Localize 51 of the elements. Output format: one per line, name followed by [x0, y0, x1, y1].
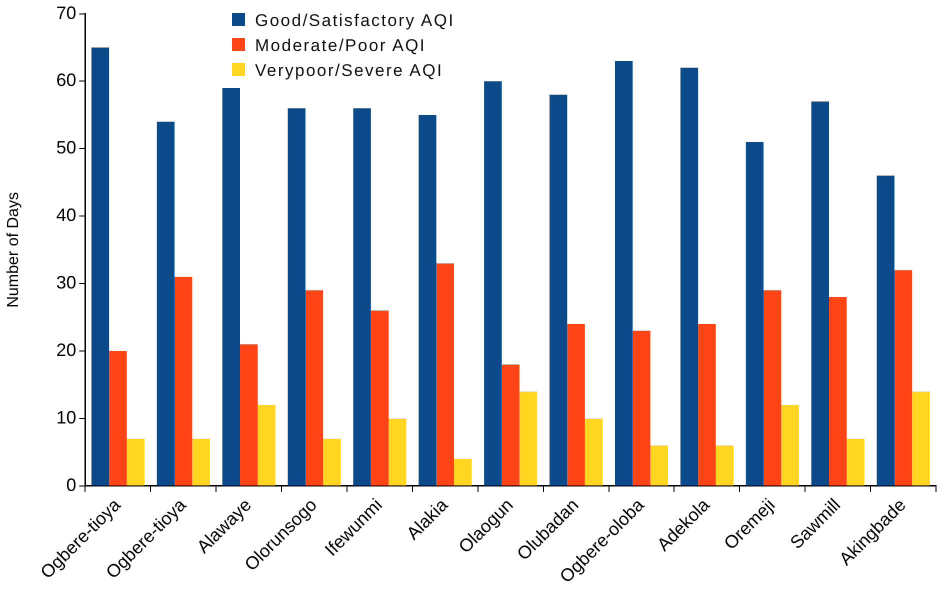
bar [519, 391, 538, 486]
y-axis-title: Number of Days [5, 192, 22, 308]
bar [680, 68, 698, 486]
bar [716, 445, 734, 486]
bar [126, 438, 144, 486]
legend-label: Good/Satisfactory AQI [255, 10, 456, 31]
y-tick-label: 30 [56, 272, 76, 293]
bar [109, 351, 127, 486]
bar [174, 276, 192, 486]
bar [454, 458, 472, 486]
y-tick-label: 20 [56, 340, 76, 360]
bar [614, 61, 633, 486]
bar [305, 290, 324, 486]
bar [764, 290, 782, 486]
bar [323, 438, 341, 486]
bar [698, 324, 716, 486]
y-tick-label: 10 [56, 407, 76, 428]
bar [876, 176, 894, 486]
bar [781, 404, 799, 486]
bar [550, 94, 568, 486]
bar [584, 418, 603, 486]
y-tick-label: 0 [66, 474, 76, 495]
legend-label: Verypoor/Severe AQI [255, 60, 444, 81]
bar [912, 391, 930, 486]
bar [894, 270, 912, 486]
bar [240, 344, 258, 486]
bar [418, 114, 436, 486]
bar [484, 81, 502, 486]
bar [192, 438, 210, 486]
bar [632, 330, 650, 486]
y-tick-label: 60 [56, 70, 76, 90]
bar [370, 310, 389, 486]
bar [567, 324, 585, 486]
bar [156, 122, 175, 486]
bar [502, 364, 520, 486]
bar [746, 142, 764, 486]
legend-label: Moderate/Poor AQI [255, 35, 428, 56]
bar [258, 404, 276, 486]
bar [650, 445, 668, 486]
bar [288, 108, 306, 486]
bar [846, 438, 864, 486]
bar [353, 108, 371, 486]
bar [811, 101, 829, 486]
bar [388, 418, 406, 486]
bar [436, 263, 454, 486]
bar [829, 297, 847, 486]
y-tick-label: 40 [56, 205, 76, 226]
bar [222, 88, 240, 486]
y-tick-label: 70 [56, 2, 76, 23]
y-tick-label: 50 [56, 138, 76, 158]
bar [91, 48, 110, 486]
